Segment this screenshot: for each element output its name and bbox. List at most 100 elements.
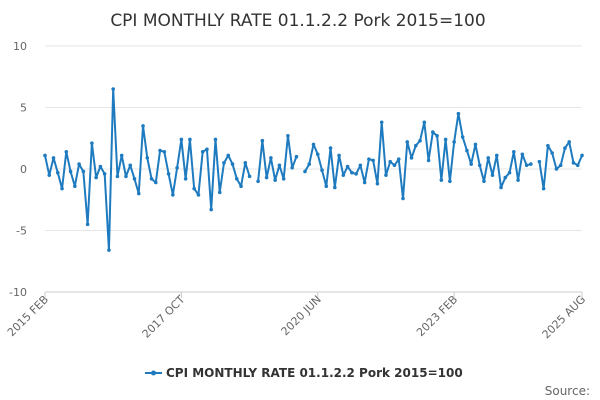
data-point[interactable] [431, 130, 435, 134]
data-point[interactable] [132, 177, 137, 181]
legend[interactable]: CPI MONTHLY RATE 01.1.2.2 Pork 2015=100 [145, 366, 463, 380]
data-point[interactable] [179, 137, 184, 142]
data-point[interactable] [90, 141, 94, 145]
data-point[interactable] [494, 153, 499, 158]
data-point[interactable] [43, 153, 47, 158]
data-point[interactable] [529, 162, 533, 166]
data-point[interactable] [239, 184, 243, 189]
data-point[interactable] [264, 175, 269, 180]
data-point[interactable] [333, 185, 337, 190]
data-point[interactable] [520, 152, 525, 157]
data-point[interactable] [111, 87, 115, 91]
data-point[interactable] [550, 151, 554, 155]
data-point[interactable] [422, 120, 427, 125]
data-point[interactable] [371, 158, 375, 163]
data-point[interactable] [158, 148, 162, 153]
data-point[interactable] [439, 178, 444, 182]
data-point[interactable] [507, 170, 512, 175]
data-point[interactable] [460, 135, 465, 139]
data-point[interactable] [345, 164, 350, 169]
data-point[interactable] [337, 153, 341, 158]
data-point[interactable] [358, 163, 363, 168]
data-point[interactable] [354, 172, 358, 176]
data-point[interactable] [243, 161, 248, 165]
data-point[interactable] [473, 142, 478, 147]
data-point[interactable] [580, 153, 584, 158]
data-point[interactable] [409, 156, 414, 160]
data-point[interactable] [60, 186, 64, 191]
data-point[interactable] [162, 149, 167, 154]
data-point[interactable] [435, 133, 439, 138]
data-point[interactable] [315, 152, 320, 157]
data-point[interactable] [503, 175, 508, 180]
data-point[interactable] [469, 162, 473, 166]
data-point[interactable] [537, 159, 542, 164]
data-point[interactable] [119, 153, 124, 158]
data-point[interactable] [213, 137, 218, 142]
data-point[interactable] [149, 177, 154, 181]
data-point[interactable] [571, 161, 576, 165]
data-point[interactable] [145, 156, 150, 160]
data-point[interactable] [73, 184, 77, 189]
data-point[interactable] [567, 140, 572, 144]
data-point[interactable] [452, 140, 456, 144]
data-point[interactable] [81, 169, 86, 174]
data-point[interactable] [269, 156, 273, 160]
data-point[interactable] [320, 168, 324, 173]
data-point[interactable] [77, 162, 81, 166]
data-point[interactable] [465, 148, 469, 153]
data-point[interactable] [362, 180, 367, 185]
data-point[interactable] [401, 196, 405, 201]
data-point[interactable] [51, 156, 56, 160]
data-point[interactable] [55, 170, 60, 175]
data-point[interactable] [426, 158, 431, 163]
data-point[interactable] [516, 178, 520, 182]
data-point[interactable] [456, 111, 461, 116]
data-point[interactable] [175, 165, 179, 170]
data-point[interactable] [384, 173, 388, 177]
data-point[interactable] [448, 179, 452, 184]
data-point[interactable] [68, 169, 73, 174]
data-point[interactable] [554, 167, 559, 171]
data-point[interactable] [388, 159, 393, 164]
data-point[interactable] [277, 163, 282, 168]
data-point[interactable] [217, 190, 222, 195]
data-point[interactable] [234, 177, 239, 181]
data-point[interactable] [396, 157, 401, 161]
data-point[interactable] [94, 175, 98, 180]
data-point[interactable] [260, 138, 265, 143]
data-point[interactable] [546, 143, 550, 148]
data-point[interactable] [47, 173, 52, 177]
data-point[interactable] [290, 165, 294, 170]
data-point[interactable] [477, 163, 482, 168]
data-point[interactable] [107, 248, 111, 252]
data-point[interactable] [490, 173, 495, 177]
data-point[interactable] [512, 149, 516, 154]
data-point[interactable] [379, 120, 384, 125]
data-point[interactable] [307, 162, 312, 166]
data-point[interactable] [273, 178, 277, 182]
data-point[interactable] [563, 146, 567, 150]
data-point[interactable] [230, 162, 235, 166]
data-point[interactable] [64, 149, 69, 154]
data-point[interactable] [256, 179, 260, 184]
data-point[interactable] [222, 161, 226, 165]
data-point[interactable] [196, 193, 201, 197]
data-point[interactable] [226, 153, 231, 158]
data-point[interactable] [115, 174, 120, 179]
data-point[interactable] [192, 186, 196, 191]
data-point[interactable] [341, 173, 346, 177]
data-point[interactable] [499, 185, 503, 190]
data-point[interactable] [205, 147, 209, 152]
data-point[interactable] [188, 137, 192, 142]
data-point[interactable] [200, 149, 205, 154]
data-point[interactable] [124, 174, 128, 179]
data-point[interactable] [418, 138, 422, 143]
data-point[interactable] [375, 181, 380, 186]
data-point[interactable] [171, 193, 175, 197]
data-point[interactable] [128, 163, 133, 168]
data-point[interactable] [85, 222, 90, 227]
data-point[interactable] [154, 180, 158, 185]
data-point[interactable] [328, 146, 333, 150]
data-point[interactable] [350, 170, 354, 175]
